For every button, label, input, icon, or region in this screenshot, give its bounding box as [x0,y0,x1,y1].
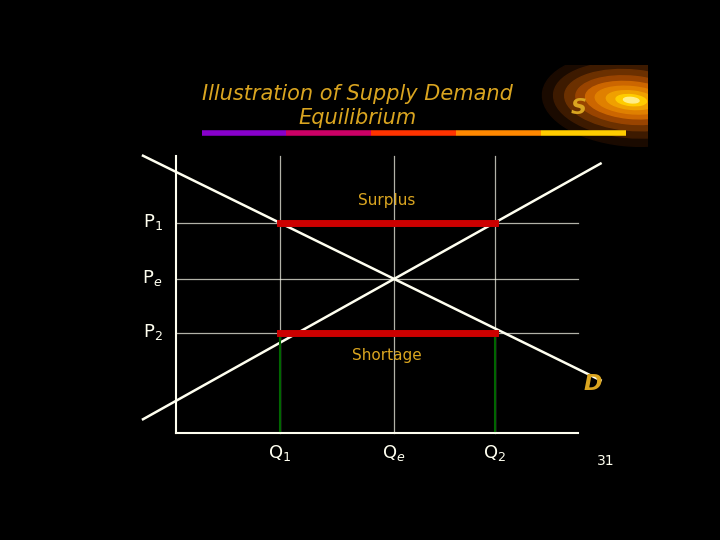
Ellipse shape [616,94,647,106]
Ellipse shape [554,62,709,138]
Text: Surplus: Surplus [359,193,416,208]
Text: Equilibrium: Equilibrium [299,109,417,129]
Text: Illustration of Supply Demand: Illustration of Supply Demand [202,84,513,104]
Text: Q$_e$: Q$_e$ [382,443,406,463]
Text: Q$_2$: Q$_2$ [483,443,506,463]
Ellipse shape [624,97,639,103]
Ellipse shape [595,86,667,114]
Ellipse shape [585,82,677,119]
Ellipse shape [576,76,687,125]
Text: P$_e$: P$_e$ [143,268,163,288]
Text: Q$_1$: Q$_1$ [268,443,292,463]
Ellipse shape [564,70,698,131]
Text: P$_1$: P$_1$ [143,212,163,232]
Text: 31: 31 [597,454,615,468]
Text: P$_2$: P$_2$ [143,322,163,342]
Ellipse shape [542,54,720,146]
Text: Shortage: Shortage [352,348,422,362]
Text: D: D [584,374,603,394]
Text: S: S [570,98,586,118]
Ellipse shape [606,91,656,110]
